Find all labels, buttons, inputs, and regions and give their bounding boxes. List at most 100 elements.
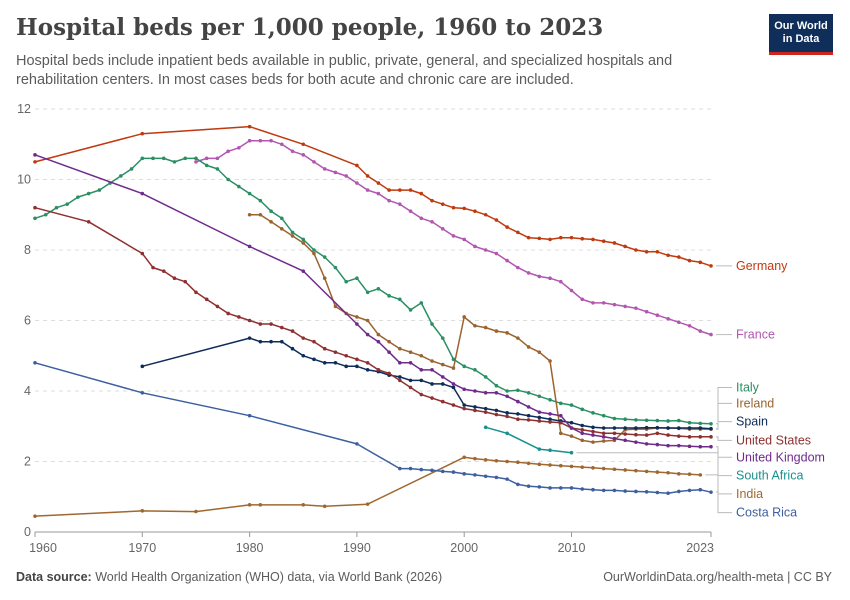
data-point-united-states — [698, 435, 703, 439]
series-label-france[interactable]: France — [736, 328, 775, 342]
data-point-ireland — [290, 234, 295, 238]
data-point-germany — [666, 253, 670, 258]
data-point-france — [516, 265, 520, 270]
series-label-spain[interactable]: Spain — [736, 415, 768, 429]
data-point-spain — [526, 413, 531, 418]
data-point-italy — [537, 394, 542, 399]
data-point-italy — [355, 276, 359, 280]
data-point-france — [290, 149, 295, 154]
series-label-ireland[interactable]: Ireland — [736, 396, 774, 410]
series-label-germany[interactable]: Germany — [736, 259, 788, 273]
data-point-ireland — [301, 241, 306, 245]
data-point-united-states — [161, 269, 166, 273]
data-point-united-kingdom — [623, 438, 627, 443]
series-line-south-africa[interactable] — [485, 426, 572, 454]
data-point-india — [258, 503, 263, 507]
data-point-germany — [419, 191, 424, 196]
data-point-united-kingdom — [408, 361, 413, 365]
data-point-united-kingdom — [677, 443, 681, 448]
data-point-costa-rica — [33, 361, 37, 365]
data-point-united-states — [430, 396, 434, 400]
series-line-united-kingdom[interactable] — [34, 154, 711, 448]
data-point-ireland — [537, 350, 542, 355]
data-point-united-kingdom — [526, 405, 531, 409]
data-point-united-states — [237, 315, 241, 319]
series-line-italy[interactable] — [34, 157, 712, 425]
data-point-spain — [623, 426, 627, 430]
data-point-spain — [569, 420, 574, 425]
data-point-costa-rica — [483, 474, 488, 479]
data-point-france — [537, 274, 542, 279]
y-tick-label: 4 — [24, 384, 31, 398]
footer-credit[interactable]: OurWorldinData.org/health-meta | CC BY — [603, 570, 832, 584]
data-point-france — [279, 142, 284, 147]
data-point-united-states — [440, 399, 445, 404]
series-line-spain[interactable] — [142, 337, 712, 430]
data-point-italy — [247, 191, 252, 196]
data-point-united-states — [140, 251, 145, 256]
series-label-south-africa[interactable]: South Africa — [736, 469, 803, 483]
series-line-india[interactable] — [34, 456, 701, 517]
data-point-india — [505, 459, 509, 464]
data-point-italy — [312, 248, 316, 252]
data-point-india — [666, 470, 670, 475]
data-point-france — [440, 227, 445, 231]
data-point-spain — [451, 385, 456, 390]
data-point-united-states — [623, 432, 627, 436]
data-point-ireland — [333, 304, 338, 309]
series-line-united-states[interactable] — [34, 206, 711, 438]
data-point-ireland — [516, 336, 520, 340]
series-line-germany[interactable] — [34, 125, 712, 267]
data-point-united-states — [387, 371, 391, 376]
data-point-france — [709, 332, 713, 337]
label-connector-india — [705, 474, 732, 495]
data-point-india — [677, 472, 681, 476]
data-point-ireland — [569, 434, 574, 438]
data-point-italy — [161, 156, 166, 161]
logo-line-2: in Data — [782, 33, 820, 45]
data-point-costa-rica — [591, 487, 595, 492]
series-label-united-states[interactable]: United States — [736, 433, 811, 447]
chart-title: Hospital beds per 1,000 people, 1960 to … — [16, 14, 604, 41]
data-point-south-africa — [537, 447, 542, 451]
data-point-italy — [612, 416, 617, 421]
data-point-france — [258, 138, 263, 143]
owid-logo[interactable]: Our World in Data — [769, 14, 833, 55]
data-point-germany — [140, 131, 145, 136]
data-point-france — [451, 234, 456, 238]
data-point-united-kingdom — [387, 350, 391, 355]
series-label-united-kingdom[interactable]: United Kingdom — [736, 450, 825, 464]
data-point-italy — [194, 156, 198, 161]
data-point-costa-rica — [419, 467, 424, 472]
data-point-united-kingdom — [558, 413, 563, 418]
data-point-united-kingdom — [612, 436, 617, 441]
y-tick-label: 12 — [17, 102, 31, 116]
data-point-germany — [569, 235, 574, 240]
data-point-ireland — [430, 359, 434, 363]
data-point-italy — [516, 388, 520, 393]
data-point-germany — [591, 237, 595, 242]
data-point-costa-rica — [677, 489, 681, 494]
data-point-united-states — [687, 435, 692, 439]
data-point-costa-rica — [247, 413, 252, 418]
data-point-spain — [655, 425, 660, 430]
data-point-germany — [634, 248, 638, 252]
data-point-italy — [172, 160, 177, 164]
data-point-spain — [516, 412, 520, 416]
data-point-united-kingdom — [601, 435, 606, 439]
data-point-united-kingdom — [494, 390, 499, 395]
data-point-ireland — [279, 227, 284, 231]
data-point-ireland — [558, 431, 563, 436]
data-point-ireland — [322, 276, 327, 280]
data-point-italy — [451, 357, 456, 362]
series-line-costa-rica[interactable] — [34, 362, 712, 494]
series-label-italy[interactable]: Italy — [736, 380, 760, 394]
series-label-costa-rica[interactable]: Costa Rica — [736, 506, 797, 520]
data-point-india — [634, 468, 638, 473]
data-point-italy — [279, 216, 284, 221]
data-point-spain — [301, 353, 306, 358]
series-label-india[interactable]: India — [736, 487, 763, 501]
source-text[interactable]: World Health Organization (WHO) data, vi… — [95, 570, 443, 584]
data-point-france — [666, 316, 670, 321]
data-point-united-states — [183, 279, 188, 284]
